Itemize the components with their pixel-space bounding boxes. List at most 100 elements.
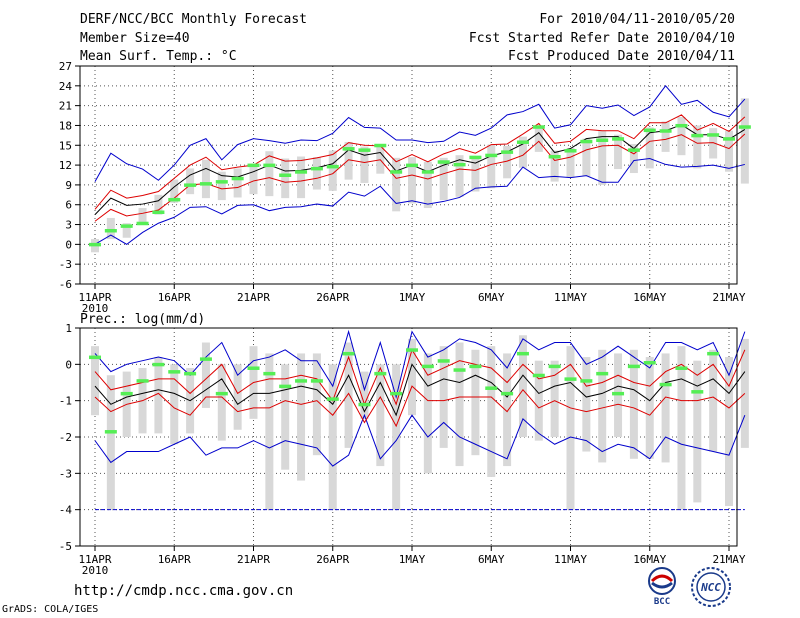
- ensemble-box: [534, 360, 543, 441]
- ncc-logo: NCC: [691, 567, 731, 607]
- bcc-logo: BCC: [648, 567, 676, 606]
- ensemble-box: [392, 364, 401, 510]
- observed-marker: [675, 366, 688, 370]
- y-tick-label: 12: [59, 159, 72, 172]
- ensemble-box: [106, 217, 115, 240]
- ensemble-box: [328, 364, 337, 510]
- ensemble-box: [582, 138, 591, 177]
- observed-marker: [168, 370, 181, 374]
- observed-marker: [89, 355, 101, 360]
- ensemble-box: [423, 161, 432, 209]
- observed-marker: [516, 351, 529, 356]
- observed-marker: [532, 125, 545, 129]
- ensemble-box: [677, 346, 686, 510]
- observed-marker: [564, 149, 577, 153]
- plot-frame: [79, 65, 738, 285]
- observed-marker: [215, 391, 228, 396]
- observed-marker: [136, 221, 149, 226]
- bcc-logo-text: BCC: [654, 597, 670, 606]
- observed-marker: [612, 137, 625, 141]
- observed-marker: [691, 133, 704, 138]
- observed-marker: [374, 371, 387, 376]
- ensemble-box: [629, 143, 638, 174]
- ensemble-box: [408, 157, 416, 204]
- x-tick-label: 11APR: [78, 291, 111, 304]
- x-tick-label: 16APR: [158, 553, 191, 566]
- series-line-lower: [94, 385, 746, 428]
- y-tick-label: 3: [65, 219, 72, 232]
- observed-marker: [421, 170, 434, 174]
- observed-marker: [184, 183, 197, 187]
- observed-marker: [437, 160, 450, 164]
- series-line-upper: [94, 348, 746, 406]
- ensemble-box: [725, 357, 733, 507]
- ensemble-box: [217, 171, 226, 201]
- chart-title: DERF/NCC/BCC Monthly Forecast: [80, 12, 307, 27]
- y-tick-label: -6: [59, 278, 72, 291]
- observed-marker: [723, 137, 735, 141]
- observed-marker: [485, 153, 498, 158]
- x-tick-year-label: 2010: [82, 564, 109, 577]
- x-tick-label: 16MAY: [633, 553, 666, 566]
- ensemble-box: [376, 364, 385, 467]
- ensemble-box: [423, 353, 432, 474]
- series-line-min: [94, 157, 745, 245]
- ensemble-box: [297, 156, 306, 199]
- ensemble-box: [534, 127, 543, 152]
- y-tick-label: -3: [59, 258, 72, 271]
- observed-marker: [263, 163, 276, 168]
- observed-marker: [152, 362, 165, 367]
- observed-marker: [120, 224, 133, 228]
- x-tick-label: 6MAY: [478, 553, 505, 566]
- ensemble-box: [360, 371, 369, 419]
- ensemble-box: [122, 223, 131, 238]
- ensemble-box: [518, 136, 527, 168]
- series-line-median: [94, 124, 746, 215]
- ensemble-box: [725, 130, 733, 172]
- ensemble-box: [693, 360, 702, 503]
- observed-marker: [453, 368, 466, 372]
- ensemble-box: [186, 168, 195, 195]
- ensemble-box: [645, 127, 654, 169]
- ensemble-box: [455, 155, 464, 197]
- y-tick-label: -1: [59, 395, 72, 408]
- observed-marker: [738, 125, 751, 129]
- observed-marker: [152, 210, 165, 214]
- observed-marker: [342, 147, 355, 151]
- ensemble-box: [201, 342, 210, 408]
- ensemble-box: [566, 346, 575, 510]
- ensemble-box: [281, 364, 290, 470]
- ensemble-box: [550, 360, 559, 437]
- x-tick-label: 21APR: [237, 553, 270, 566]
- observed-marker: [342, 351, 355, 356]
- ensemble-box: [471, 349, 480, 456]
- x-tick-label: 21MAY: [712, 291, 745, 304]
- observed-marker: [532, 373, 545, 378]
- y-tick-label: 15: [59, 139, 72, 152]
- observed-marker: [659, 129, 672, 133]
- ensemble-box: [487, 346, 496, 477]
- ensemble-box: [265, 353, 274, 510]
- observed-marker: [89, 242, 101, 247]
- observed-marker: [485, 386, 498, 390]
- variable-label: Mean Surf. Temp.: °C: [80, 49, 237, 64]
- series-line-upper: [94, 114, 746, 210]
- x-tick-label: 16APR: [158, 291, 191, 304]
- observed-marker: [295, 379, 308, 383]
- observed-marker: [596, 138, 609, 142]
- source-url[interactable]: http://cmdp.ncc.cma.gov.cn: [74, 583, 294, 599]
- ensemble-box: [677, 116, 686, 156]
- series-line-median: [94, 363, 746, 417]
- observed-marker: [199, 182, 212, 186]
- ensemble-box: [392, 157, 401, 212]
- forecast-period: For 2010/04/11-2010/05/20: [539, 12, 735, 27]
- ensemble-box: [629, 349, 638, 459]
- ensemble-box: [518, 335, 527, 437]
- forecast-start-date: Fcst Started Refer Date 2010/04/10: [468, 31, 735, 46]
- observed-marker: [358, 402, 371, 407]
- ensemble-box: [312, 157, 321, 190]
- ensemble-box: [645, 357, 654, 459]
- ensemble-box: [709, 128, 718, 159]
- x-tick-label: 16MAY: [633, 291, 666, 304]
